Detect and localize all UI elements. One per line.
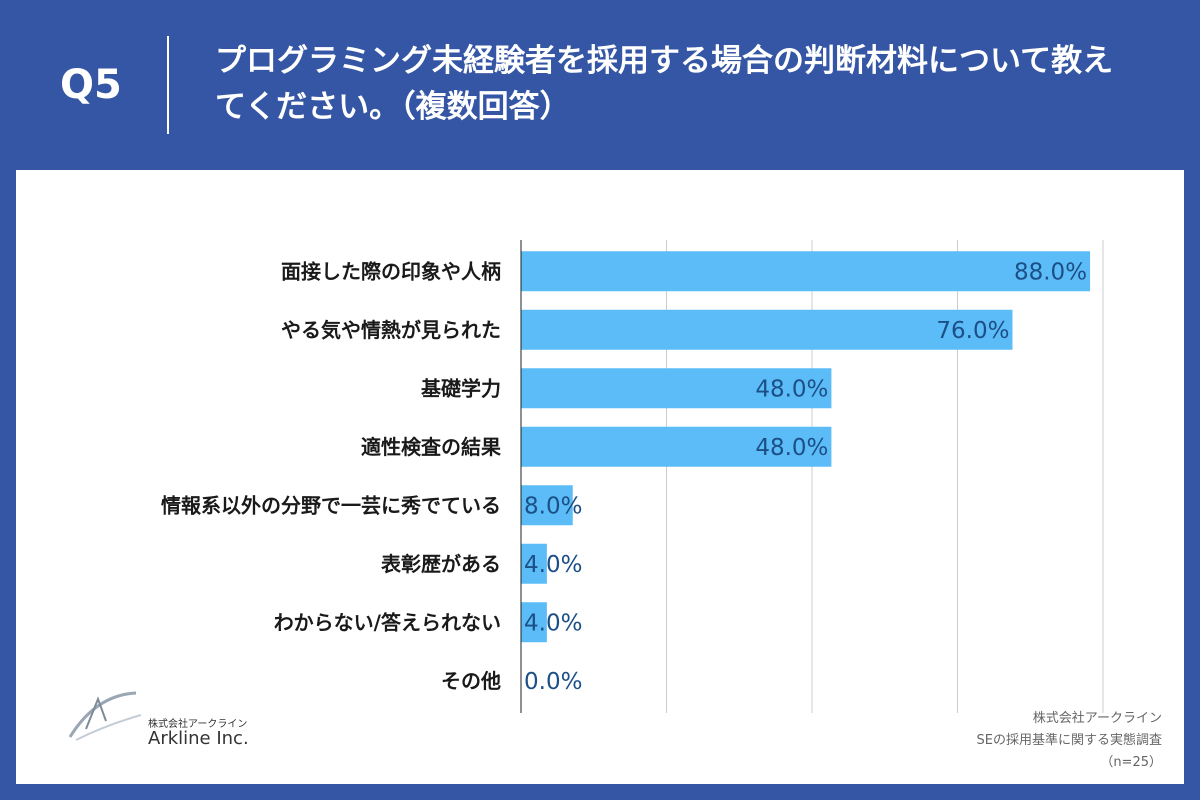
category-label-6: わからない/答えられない <box>274 610 501 634</box>
bar-5 <box>521 543 547 584</box>
value-label-3: 48.0% <box>755 435 828 461</box>
header: Q5 プログラミング未経験者を採用する場合の判断材料について教えてください。（複… <box>0 0 1200 170</box>
value-label-0: 88.0% <box>1014 259 1087 285</box>
bar-0 <box>521 251 1091 292</box>
category-label-0: 面接した際の印象や人柄 <box>281 259 501 283</box>
arkline-logo-icon <box>68 691 142 741</box>
bar-3 <box>521 426 832 467</box>
category-label-7: その他 <box>441 669 501 693</box>
chart-panel: 面接した際の印象や人柄 88.0% やる気や情熱が見られた 76.0% 基礎学力 48.0… <box>16 170 1184 784</box>
category-label-2: 基礎学力 <box>421 376 501 400</box>
question-number: Q5 <box>60 62 122 108</box>
value-label-7: 0.0% <box>524 669 582 695</box>
value-label-2: 48.0% <box>755 376 828 402</box>
category-label-5: 表彰歴がある <box>381 552 501 576</box>
value-label-4: 8.0% <box>524 493 582 519</box>
source-note: 株式会社アークライン SEの採用基準に関する実態調査 （n=25） <box>977 708 1162 774</box>
category-label-1: やる気や情熱が見られた <box>281 318 501 342</box>
bar-2 <box>521 368 832 409</box>
logo-company-jp: 株式会社アークライン <box>148 719 248 730</box>
category-label-3: 適性検査の結果 <box>361 435 501 459</box>
source-line-3: （n=25） <box>1100 755 1162 770</box>
bar-6 <box>521 602 547 643</box>
logo-company-en: Arkline Inc. <box>148 728 249 749</box>
category-label-4: 情報系以外の分野で一芸に秀でている <box>161 493 501 517</box>
bar-chart: 面接した際の印象や人柄 88.0% やる気や情熱が見られた 76.0% 基礎学力 48.0… <box>161 240 1104 713</box>
question-title: プログラミング未経験者を採用する場合の判断材料について教えてください。（複数回答… <box>215 43 1114 125</box>
value-label-6: 4.0% <box>524 610 582 636</box>
value-label-1: 76.0% <box>936 318 1009 344</box>
source-line-2: SEの採用基準に関する実態調査 <box>976 733 1162 748</box>
bar-1 <box>521 309 1013 350</box>
header-divider <box>167 36 169 134</box>
source-line-1: 株式会社アークライン <box>1032 711 1162 726</box>
bar-4 <box>521 485 573 526</box>
value-label-5: 4.0% <box>524 552 582 578</box>
